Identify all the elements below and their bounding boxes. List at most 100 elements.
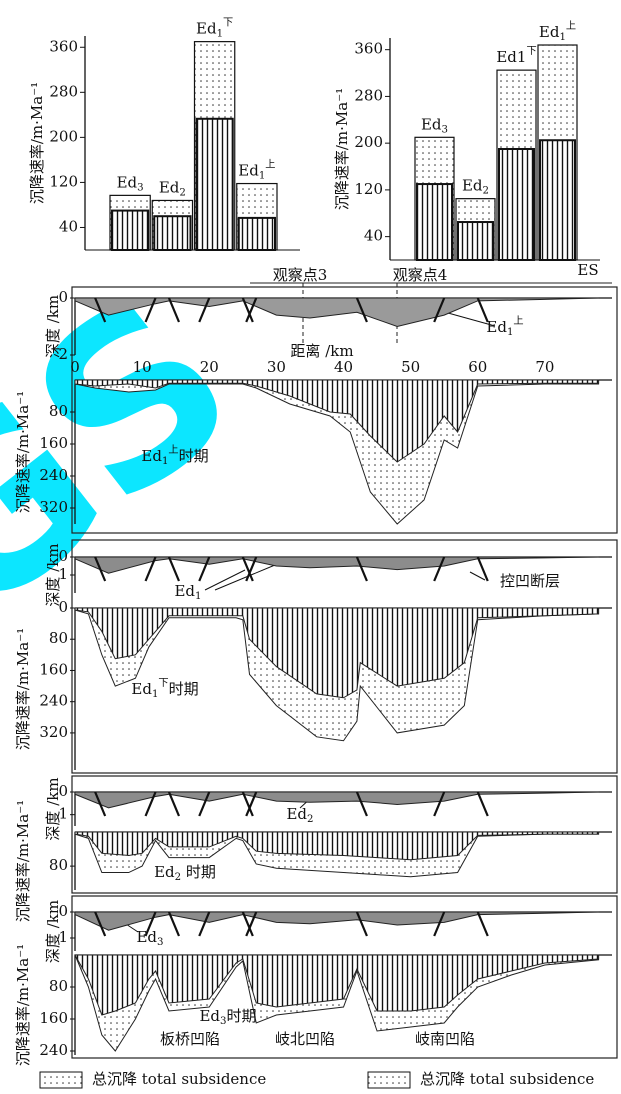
category-label-sub: 1	[559, 32, 565, 43]
fault	[478, 792, 488, 816]
y-tick-label: 160	[39, 1009, 68, 1027]
category-label: Ed1下	[496, 46, 536, 66]
x-tick-label: 30	[267, 358, 286, 376]
x-tick-label: 20	[200, 358, 219, 376]
category-label-base: Ed	[117, 173, 138, 191]
y-axis-label: 沉降速率/m·Ma⁻¹	[14, 391, 32, 513]
y-tick-label: 40	[364, 227, 383, 245]
bar	[239, 218, 275, 250]
y-tick-label: 40	[59, 217, 78, 235]
legend-swatch	[40, 1072, 82, 1088]
annotation-sub: 1	[507, 327, 513, 338]
category-label-base: Ed	[238, 162, 259, 180]
y-tick-label: 160	[39, 660, 68, 678]
y-tick-label: 280	[354, 86, 383, 104]
x-tick-label: 10	[133, 358, 152, 376]
category-label-sub: 3	[137, 182, 143, 193]
category-label-sub: 1	[217, 29, 223, 40]
category-label-base: Ed1	[496, 48, 526, 66]
legend-label: 总沉降 total subsidence	[420, 1070, 594, 1088]
annotation-sub: 1	[152, 689, 158, 700]
category-label: Ed2	[462, 177, 489, 197]
category-label-base: Ed	[196, 20, 217, 38]
bar	[417, 184, 452, 260]
annotation: Ed3	[136, 928, 163, 948]
annotation-sub: 1	[162, 456, 168, 467]
figure: GS 40120200280360沉降速率/m·Ma⁻¹Ed3Ed2Ed1下Ed…	[0, 0, 621, 1094]
y-axis-label: 沉降速率/m·Ma⁻¹	[14, 800, 32, 922]
y-axis-label: 深度 /km	[44, 295, 62, 358]
category-label-sup: 上	[265, 159, 275, 171]
category-label-sub: 2	[483, 186, 489, 197]
category-label-sup: 下	[526, 46, 536, 57]
annotation-sup: 上	[168, 444, 178, 456]
bar	[458, 222, 493, 260]
y-tick-label: 360	[354, 40, 383, 58]
category-label: Ed1下	[196, 18, 233, 40]
annotation-tail: 时期	[227, 1007, 257, 1025]
y-tick-label: 80	[49, 977, 68, 995]
annotation: 观察点4	[393, 266, 448, 284]
y-tick-label: 120	[354, 180, 383, 198]
arrow	[470, 572, 485, 580]
annotation-sup: 下	[158, 678, 168, 689]
annotation: Ed3时期	[199, 1007, 256, 1027]
annotation-base: Ed	[174, 582, 195, 600]
annotation-sub: 2	[307, 814, 313, 825]
category-label-base: Ed	[159, 178, 180, 196]
category-label: Ed1上	[238, 159, 275, 182]
category-label-sup: 下	[223, 18, 233, 29]
annotation-base: Ed	[154, 863, 175, 881]
annotation-tail: 时期	[179, 447, 209, 465]
bar	[197, 119, 233, 250]
annotation: 岐南凹陷	[415, 1030, 475, 1048]
category-label: Ed2	[159, 178, 186, 198]
y-tick-label: 320	[39, 723, 68, 741]
y-tick-label: 360	[49, 37, 78, 55]
annotation-sub: 1	[195, 591, 201, 602]
y-tick-label: 240	[39, 1041, 68, 1059]
y-tick-label: 280	[49, 82, 78, 100]
category-label-sub: 2	[179, 187, 185, 198]
y-tick-label: 160	[39, 434, 68, 452]
y-tick-label: 240	[39, 692, 68, 710]
annotation-base: Ed	[141, 447, 162, 465]
category-label: Ed1上	[539, 20, 576, 43]
arrow	[215, 565, 275, 590]
y-tick-label: 320	[39, 498, 68, 516]
area	[75, 832, 599, 860]
annotation-base: Ed	[486, 318, 507, 336]
y-tick-label: 200	[354, 133, 383, 151]
y-axis-label: 沉降速率/m·Ma⁻¹	[333, 88, 351, 210]
annotation: 观察点3	[273, 266, 328, 284]
x-tick-label: 40	[334, 358, 353, 376]
legend-label: 总沉降 total subsidence	[92, 1070, 266, 1088]
y-tick-label: 80	[49, 402, 68, 420]
legend-swatch	[368, 1072, 410, 1088]
category-label-sub: 3	[442, 124, 448, 135]
y-axis-label: 沉降速率/m·Ma⁻¹	[28, 82, 46, 204]
x-tick-label: 0	[70, 358, 80, 376]
category-label-sup: 上	[566, 20, 576, 32]
bar	[540, 140, 575, 260]
category-label-base: Ed	[421, 115, 442, 133]
y-axis-label: 深度 /km	[44, 777, 62, 840]
annotation-sup: 上	[513, 315, 523, 327]
x-tick-label: 50	[401, 358, 420, 376]
y-axis-label: 沉降速率/m·Ma⁻¹	[14, 944, 32, 1066]
category-label: Ed3	[117, 173, 144, 193]
annotation: Ed1下时期	[131, 678, 198, 700]
y-tick-label: 80	[49, 856, 68, 874]
annotation: Ed1上	[486, 315, 523, 338]
annotation-tail: 时期	[181, 863, 216, 881]
annotation: Ed2	[286, 805, 313, 825]
y-axis-label: 沉降速率/m·Ma⁻¹	[14, 628, 32, 750]
annotation-base: Ed	[131, 680, 152, 698]
y-axis-label: 深度 /km	[44, 900, 62, 963]
category-label-sub: 1	[259, 171, 265, 182]
annotation: 板桥凹陷	[160, 1030, 220, 1048]
bar	[112, 211, 148, 250]
bar	[499, 149, 534, 260]
annotation: 控凹断层	[500, 572, 560, 590]
annotation: 岐北凹陷	[275, 1030, 335, 1048]
